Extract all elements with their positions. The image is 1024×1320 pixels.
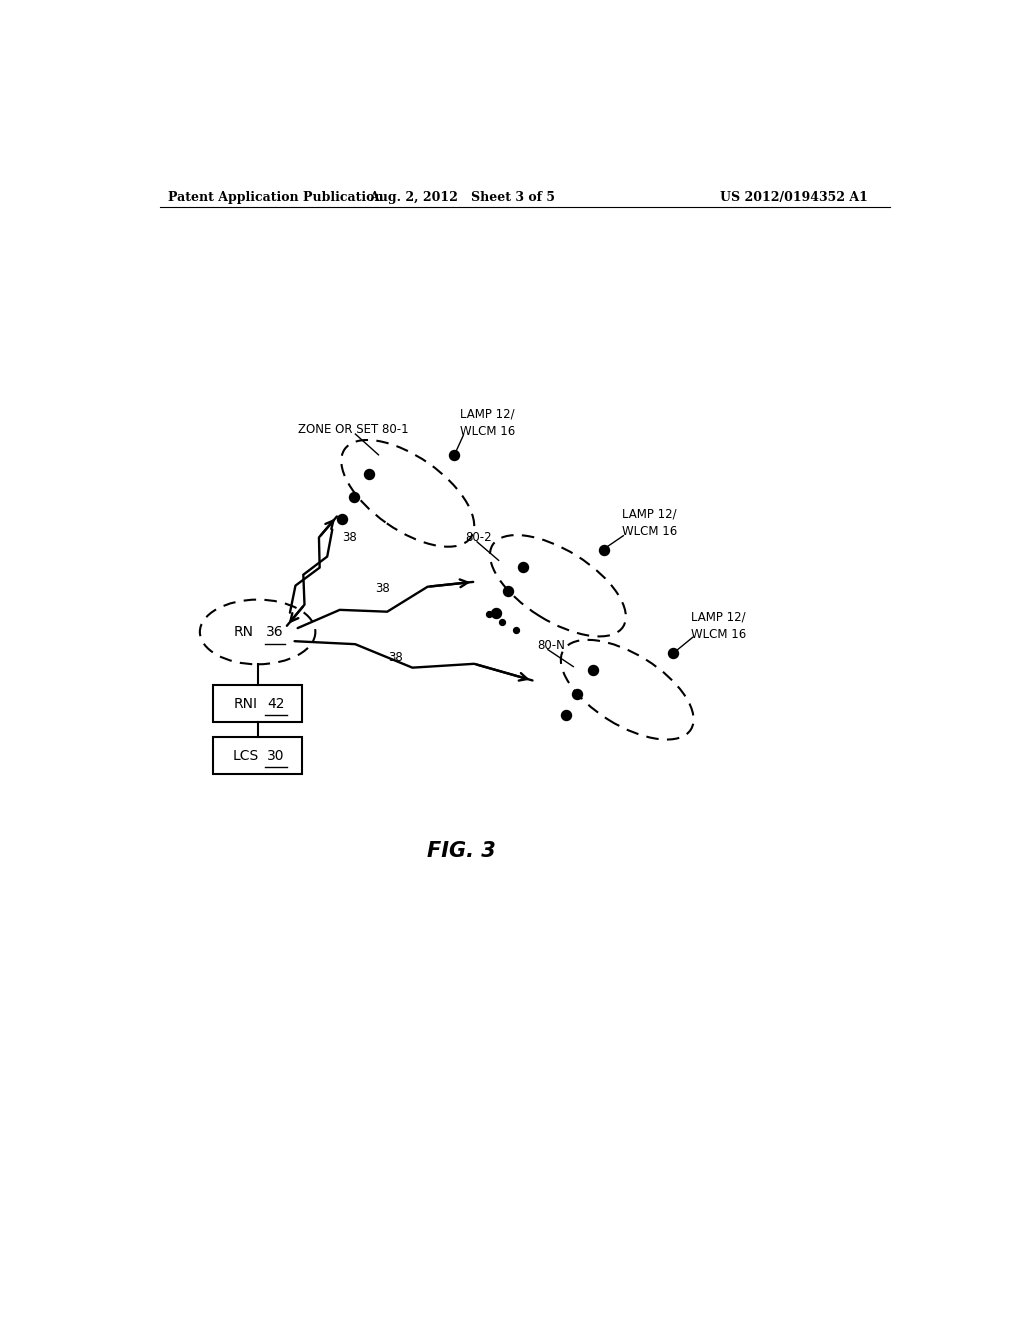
Point bbox=[500, 581, 516, 602]
Text: 42: 42 bbox=[267, 697, 285, 710]
Point bbox=[480, 603, 497, 624]
Text: 38: 38 bbox=[376, 582, 390, 594]
Point bbox=[569, 682, 586, 704]
Point bbox=[596, 539, 612, 560]
Bar bbox=[213, 738, 302, 775]
Text: Aug. 2, 2012   Sheet 3 of 5: Aug. 2, 2012 Sheet 3 of 5 bbox=[369, 190, 555, 203]
Point bbox=[346, 487, 362, 508]
Text: 30: 30 bbox=[267, 748, 285, 763]
Point bbox=[507, 619, 523, 640]
Text: 80-N: 80-N bbox=[538, 639, 565, 652]
Text: 38: 38 bbox=[342, 531, 357, 544]
Text: US 2012/0194352 A1: US 2012/0194352 A1 bbox=[720, 190, 867, 203]
Point bbox=[585, 660, 601, 681]
Point bbox=[557, 705, 573, 726]
Text: LCS: LCS bbox=[232, 748, 258, 763]
Text: WLCM 16: WLCM 16 bbox=[622, 525, 677, 539]
Text: WLCM 16: WLCM 16 bbox=[460, 425, 515, 438]
Text: RN: RN bbox=[233, 624, 254, 639]
Text: LAMP 12/: LAMP 12/ bbox=[622, 508, 677, 520]
Point bbox=[515, 556, 531, 577]
Text: RNI: RNI bbox=[233, 697, 257, 710]
Point bbox=[334, 508, 350, 529]
Point bbox=[488, 602, 505, 623]
Text: Patent Application Publication: Patent Application Publication bbox=[168, 190, 383, 203]
Text: 80-2: 80-2 bbox=[466, 531, 493, 544]
Point bbox=[445, 445, 462, 466]
Point bbox=[361, 463, 378, 484]
Text: FIG. 3: FIG. 3 bbox=[427, 841, 496, 862]
Text: WLCM 16: WLCM 16 bbox=[691, 628, 746, 640]
Text: LAMP 12/: LAMP 12/ bbox=[460, 408, 515, 421]
Point bbox=[494, 611, 510, 632]
Bar bbox=[213, 685, 302, 722]
Text: 38: 38 bbox=[388, 651, 403, 664]
Text: 36: 36 bbox=[266, 624, 284, 639]
Point bbox=[666, 643, 682, 664]
Text: LAMP 12/: LAMP 12/ bbox=[691, 610, 745, 623]
Text: ZONE OR SET 80-1: ZONE OR SET 80-1 bbox=[298, 422, 409, 436]
